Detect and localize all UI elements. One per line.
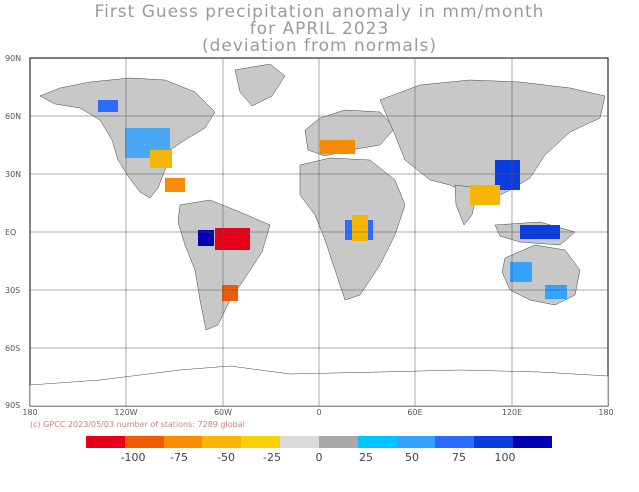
colorbar-swatch-0 xyxy=(86,436,125,448)
credit-line: (c) GPCC 2023/05/03 number of stations: … xyxy=(30,420,245,429)
patch-dry-s-america xyxy=(222,285,238,301)
colorbar-swatch-7 xyxy=(357,436,397,448)
continents xyxy=(29,63,609,407)
map-title-line-2: for APRIL 2023 xyxy=(249,19,390,39)
colorbar-label-minus-100: -100 xyxy=(120,451,146,464)
lat-label-90s: 90S xyxy=(5,401,21,410)
patch-wet-se-australia xyxy=(545,285,567,299)
asia xyxy=(379,79,606,201)
patch-wet-n-australia xyxy=(510,262,532,282)
colorbar-label-25: 25 xyxy=(359,451,373,464)
lat-label-60s: 60S xyxy=(5,344,21,353)
colorbar-swatch-2 xyxy=(163,436,203,448)
lon-label-60w: 60W xyxy=(213,408,233,417)
lat-label-60n: 60N xyxy=(5,112,22,121)
patch-wet-amazon xyxy=(198,230,214,246)
lon-label-0: 0 xyxy=(316,408,322,417)
colorbar-swatch-3 xyxy=(202,436,242,448)
lon-label-120w: 120W xyxy=(114,408,138,417)
lat-label-90n: 90N xyxy=(5,54,22,63)
colorbar-swatch-9 xyxy=(435,436,475,448)
colorbar-label-minus-50: -50 xyxy=(217,451,235,464)
colorbar-swatch-5 xyxy=(280,436,319,448)
lat-label-30n: 30N xyxy=(5,170,22,179)
patch-dry-s-asia xyxy=(470,185,500,205)
colorbar-label-minus-25: -25 xyxy=(263,451,281,464)
colorbar-swatch-6 xyxy=(318,436,358,448)
map-title-line-1: First Guess precipitation anomaly in mm/… xyxy=(94,2,545,22)
colorbar-swatch-1 xyxy=(124,436,164,448)
colorbar xyxy=(86,436,552,448)
colorbar-swatch-4 xyxy=(241,436,281,448)
patch-dry-caribbean xyxy=(165,178,185,192)
colorbar-label-100: 100 xyxy=(494,451,516,464)
lon-label-60e: 60E xyxy=(407,408,423,417)
lon-label-120e: 120E xyxy=(501,408,523,417)
lat-label-eq: EQ xyxy=(5,228,17,237)
colorbar-label-50: 50 xyxy=(405,451,419,464)
lat-label-30s: 30S xyxy=(5,286,21,295)
lon-label-180e: 180 xyxy=(598,408,614,417)
lon-label-180w: 180 xyxy=(22,408,38,417)
patch-wet-alaska xyxy=(98,100,118,112)
patch-dry-amazon xyxy=(215,228,250,250)
colorbar-swatch-11 xyxy=(513,436,552,448)
patch-dry-europe xyxy=(320,140,355,154)
anomaly-patches xyxy=(98,100,567,301)
colorbar-swatch-8 xyxy=(396,436,436,448)
colorbar-label-0: 0 xyxy=(315,451,323,464)
greenland xyxy=(234,63,286,107)
patch-dry-central-africa xyxy=(352,215,368,241)
colorbar-label-75: 75 xyxy=(452,451,466,464)
colorbar-label-minus-75: -75 xyxy=(170,451,188,464)
patch-dry-na xyxy=(150,150,172,168)
colorbar-swatch-10 xyxy=(474,436,514,448)
map-title-line-3: (deviation from normals) xyxy=(201,36,438,56)
graticule xyxy=(30,58,608,406)
